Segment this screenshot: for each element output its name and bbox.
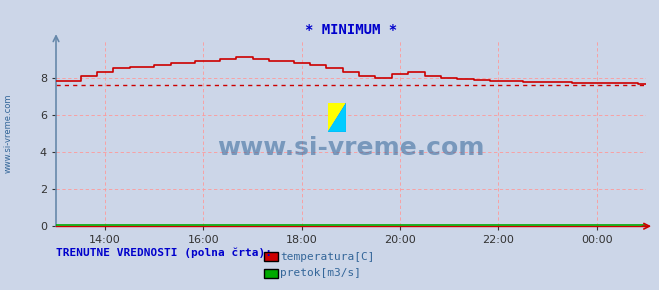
Polygon shape [328, 103, 346, 132]
Text: www.si-vreme.com: www.si-vreme.com [217, 136, 484, 160]
Text: TRENUTNE VREDNOSTI (polna črta):: TRENUTNE VREDNOSTI (polna črta): [56, 248, 272, 258]
Polygon shape [328, 103, 346, 132]
Text: www.si-vreme.com: www.si-vreme.com [3, 94, 13, 173]
Text: pretok[m3/s]: pretok[m3/s] [280, 269, 361, 278]
Text: temperatura[C]: temperatura[C] [280, 252, 374, 262]
Title: * MINIMUM *: * MINIMUM * [305, 23, 397, 37]
Polygon shape [328, 103, 346, 132]
